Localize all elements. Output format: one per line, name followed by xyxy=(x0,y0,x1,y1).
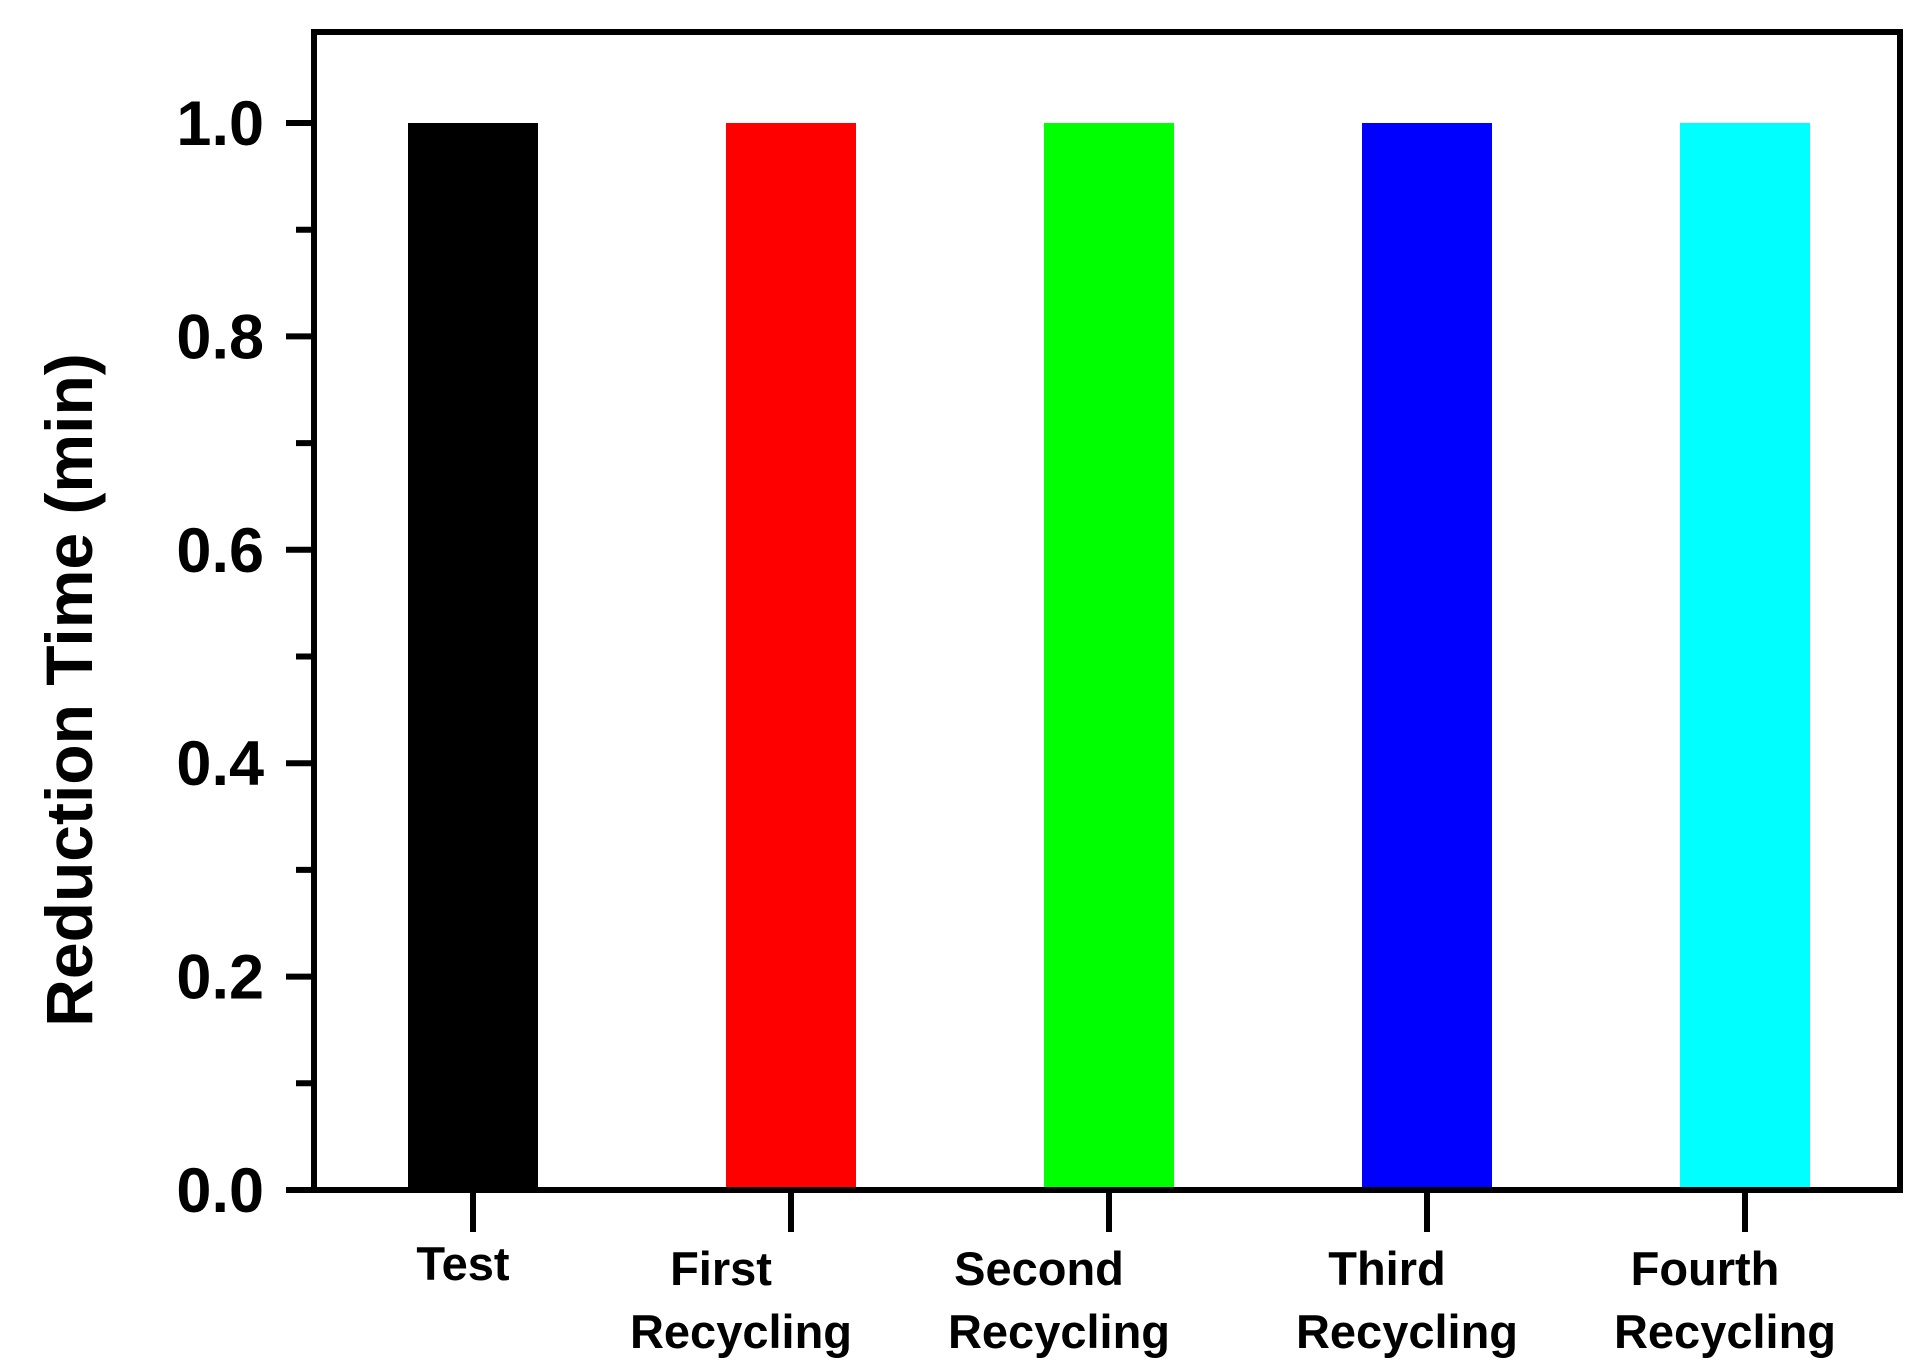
labels-group: 0.0 0.2 0.4 0.6 0.8 1.0 Test First Recycling Seco… xyxy=(176,89,1836,1358)
x-category-label: Second xyxy=(954,1242,1124,1295)
x-category-label: Recycling xyxy=(948,1305,1170,1358)
x-category-label: Recycling xyxy=(1296,1305,1518,1358)
y-axis-title: Reduction Time (min) xyxy=(32,353,106,1026)
y-tick-label: 1.0 xyxy=(176,89,264,159)
y-tick-label: 0.2 xyxy=(176,943,264,1013)
y-tick-label: 0.8 xyxy=(176,302,264,372)
x-category-label: Test xyxy=(416,1237,509,1290)
y-tick-label: 0.4 xyxy=(176,729,264,799)
y-tick-label: 0.6 xyxy=(176,516,264,586)
x-category-label: First xyxy=(670,1242,772,1295)
plot-frame xyxy=(311,29,1903,1193)
bar-3 xyxy=(1362,123,1492,1190)
x-category-label: Recycling xyxy=(630,1305,852,1358)
x-category-label: Fourth xyxy=(1631,1242,1780,1295)
bar-1 xyxy=(726,123,856,1190)
bars-group xyxy=(408,123,1810,1190)
bar-4 xyxy=(1680,123,1810,1190)
ticks-group xyxy=(286,120,1748,1232)
x-category-label: Recycling xyxy=(1614,1305,1836,1358)
y-tick-label: 0.0 xyxy=(176,1156,264,1226)
bar-2 xyxy=(1044,123,1174,1190)
bar-0 xyxy=(408,123,538,1190)
x-category-label: Third xyxy=(1328,1242,1445,1295)
